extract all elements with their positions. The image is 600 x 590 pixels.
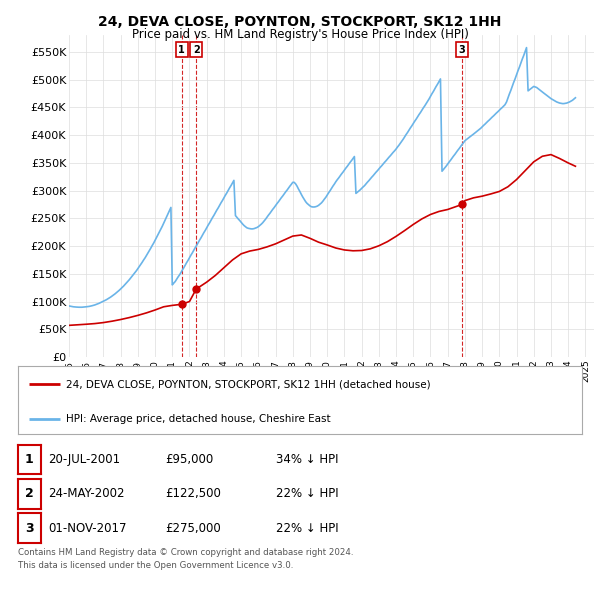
Text: 2: 2 (25, 487, 34, 500)
Text: HPI: Average price, detached house, Cheshire East: HPI: Average price, detached house, Ches… (66, 414, 331, 424)
Text: 3: 3 (458, 45, 466, 55)
Text: Contains HM Land Registry data © Crown copyright and database right 2024.: Contains HM Land Registry data © Crown c… (18, 548, 353, 556)
Text: 2: 2 (193, 45, 200, 55)
Text: Price paid vs. HM Land Registry's House Price Index (HPI): Price paid vs. HM Land Registry's House … (131, 28, 469, 41)
Text: £275,000: £275,000 (165, 522, 221, 535)
Text: 24, DEVA CLOSE, POYNTON, STOCKPORT, SK12 1HH (detached house): 24, DEVA CLOSE, POYNTON, STOCKPORT, SK12… (66, 379, 431, 389)
Text: £122,500: £122,500 (165, 487, 221, 500)
Text: 22% ↓ HPI: 22% ↓ HPI (276, 487, 338, 500)
Text: 22% ↓ HPI: 22% ↓ HPI (276, 522, 338, 535)
Text: 1: 1 (178, 45, 185, 55)
Text: 20-JUL-2001: 20-JUL-2001 (48, 453, 120, 466)
Text: 01-NOV-2017: 01-NOV-2017 (48, 522, 127, 535)
Text: 1: 1 (25, 453, 34, 466)
Text: 24, DEVA CLOSE, POYNTON, STOCKPORT, SK12 1HH: 24, DEVA CLOSE, POYNTON, STOCKPORT, SK12… (98, 15, 502, 30)
Text: £95,000: £95,000 (165, 453, 213, 466)
Text: 34% ↓ HPI: 34% ↓ HPI (276, 453, 338, 466)
Text: 24-MAY-2002: 24-MAY-2002 (48, 487, 125, 500)
Text: 3: 3 (25, 522, 34, 535)
Text: This data is licensed under the Open Government Licence v3.0.: This data is licensed under the Open Gov… (18, 560, 293, 569)
